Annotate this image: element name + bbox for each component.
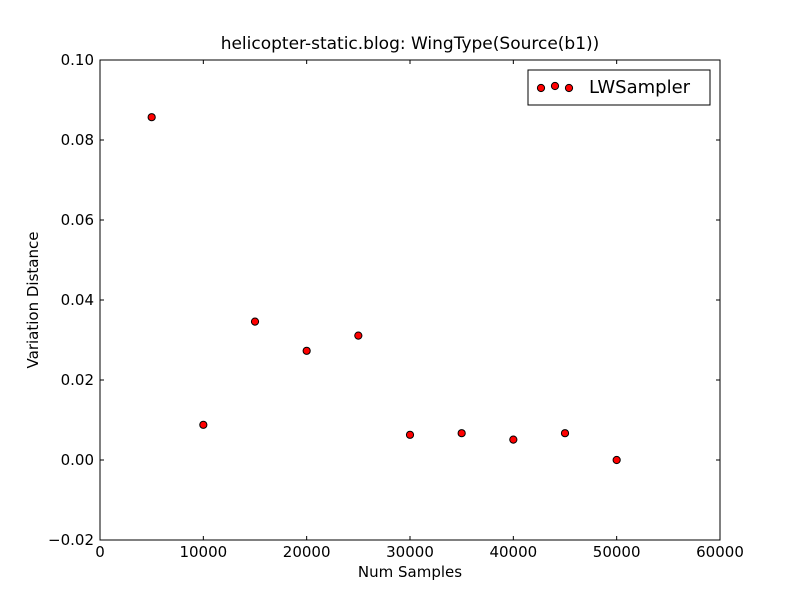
y-axis-label: Variation Distance (24, 232, 42, 369)
legend-marker (564, 83, 574, 93)
axes: 0 10000 20000 30000 40000 50000 60000 −0.02 0.00… (48, 51, 744, 561)
y-tick-label: 0.00 (61, 451, 94, 469)
data-point (509, 435, 518, 444)
y-tick-label: 0.08 (61, 131, 94, 149)
data-point (147, 113, 156, 122)
y-tick-label: −0.02 (48, 531, 94, 549)
x-tick-label: 50000 (593, 543, 641, 561)
data-point (405, 430, 415, 439)
x-tick-label: 20000 (283, 543, 331, 561)
y-tick-label: 0.10 (61, 51, 94, 69)
x-tick-label: 0 (95, 543, 105, 561)
legend-marker (536, 83, 546, 93)
plot-frame (99, 59, 721, 541)
legend-marker (550, 81, 560, 91)
x-tick-label: 30000 (386, 543, 434, 561)
data-point (199, 420, 208, 429)
y-tick-label: 0.06 (61, 211, 94, 229)
data-point (250, 317, 260, 326)
x-tick-label: 10000 (179, 543, 227, 561)
x-axis-label: Num Samples (358, 563, 462, 581)
data-point (457, 429, 466, 438)
data-point (560, 429, 570, 438)
data-point (302, 346, 311, 355)
data-points (147, 113, 621, 465)
x-tick-label: 40000 (489, 543, 537, 561)
legend-label: LWSampler (589, 77, 691, 98)
legend: LWSampler (527, 69, 711, 106)
data-point (612, 455, 621, 465)
chart-title: helicopter-static.blog: WingType(Source(… (221, 34, 600, 54)
y-tick-label: 0.04 (61, 291, 94, 309)
x-tick-label: 60000 (696, 543, 744, 561)
data-point (354, 331, 363, 340)
y-tick-label: 0.02 (61, 371, 94, 389)
